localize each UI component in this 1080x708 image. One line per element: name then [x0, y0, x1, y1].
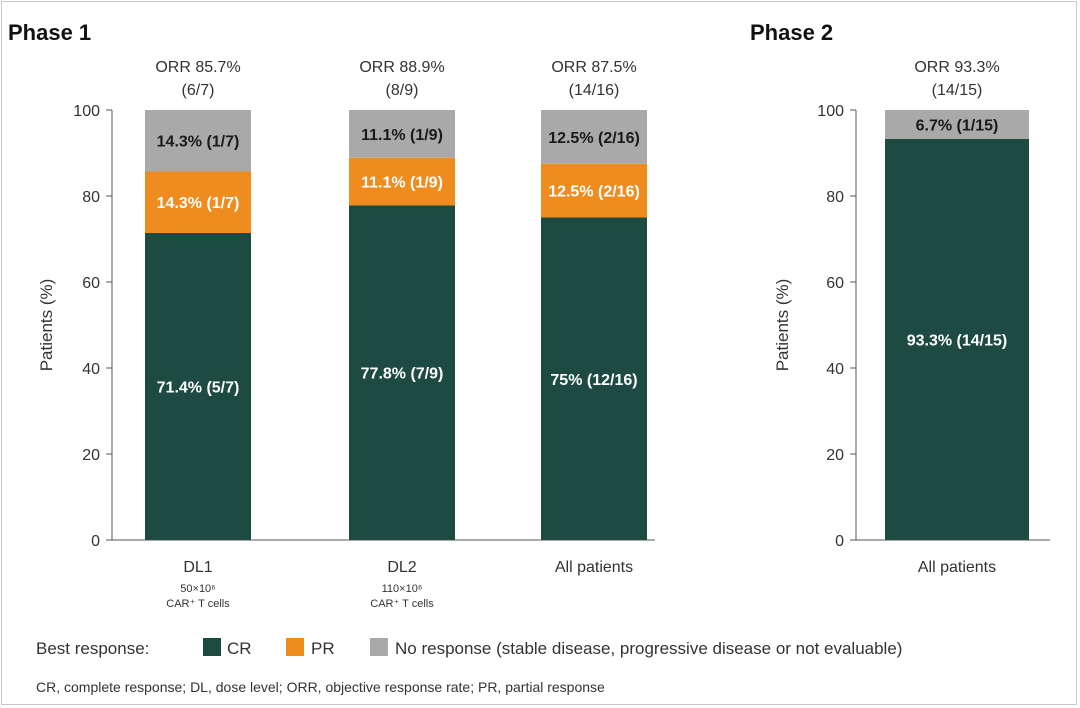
orr-count-label: (6/7) — [182, 82, 215, 99]
segment-data-label: 14.3% (1/7) — [157, 195, 240, 212]
y-tick-label: 20 — [82, 447, 100, 464]
y-tick-label: 40 — [826, 361, 844, 378]
x-category-label: DL1 — [183, 559, 212, 576]
legend-swatch-no-response — [370, 638, 388, 656]
bar-segment-pr — [349, 157, 455, 206]
bar-segment-pr — [541, 163, 647, 218]
x-category-sublabel: CAR⁺ T cells — [370, 598, 434, 610]
bar-segment-cr — [541, 217, 647, 540]
segment-data-label: 11.1% (1/9) — [361, 175, 443, 192]
y-tick-label: 0 — [91, 533, 100, 550]
y-tick-label: 60 — [826, 275, 844, 292]
phase-1-panel: Phase 1 0 20 40 60 80 100 Patients (%) 71.4% (5/… — [8, 20, 655, 610]
segment-data-label: 14.3% (1/7) — [157, 134, 240, 151]
x-category-sublabel: CAR⁺ T cells — [166, 598, 230, 610]
y-tick-label: 40 — [82, 361, 100, 378]
legend-title: Best response: — [36, 639, 149, 658]
phase-2-panel: Phase 2 0 20 40 60 80 100 Patients (%) 93.3% (14… — [750, 20, 1050, 576]
orr-count-label: (14/15) — [932, 82, 983, 99]
legend-label-no-response: No response (stable disease, progressive… — [395, 639, 902, 658]
footnote: CR, complete response; DL, dose level; O… — [36, 679, 605, 695]
segment-data-label: 12.5% (2/16) — [548, 184, 640, 201]
x-category-label: All patients — [555, 559, 633, 576]
segment-data-label: 77.8% (7/9) — [361, 366, 444, 383]
bar-segment-cr — [349, 205, 455, 540]
y-tick-label: 0 — [835, 533, 844, 550]
bar-segment-cr — [145, 232, 251, 541]
segment-data-label: 6.7% (1/15) — [916, 117, 999, 134]
bar-segment-no-response — [541, 110, 647, 164]
orr-count-label: (14/16) — [569, 82, 620, 99]
y-axis-label: Patients (%) — [37, 279, 56, 372]
bar-segment-pr — [145, 171, 251, 233]
legend-swatch-pr — [286, 638, 304, 656]
x-category-sublabel: 110×10⁶ — [382, 583, 423, 595]
bar-segment-cr — [885, 138, 1029, 540]
x-category-label: DL2 — [387, 559, 416, 576]
bar-segment-no-response — [349, 110, 455, 158]
orr-count-label: (8/9) — [386, 82, 419, 99]
panel-title: Phase 2 — [750, 20, 833, 45]
y-tick-label: 20 — [826, 447, 844, 464]
legend-label-cr: CR — [227, 639, 252, 658]
y-tick-label: 80 — [826, 189, 844, 206]
segment-data-label: 75% (12/16) — [550, 372, 637, 389]
y-tick-label: 100 — [817, 103, 844, 120]
legend: Best response: CR PR No response (stable… — [36, 638, 902, 658]
panel-title: Phase 1 — [8, 20, 91, 45]
orr-label: ORR 87.5% — [551, 59, 636, 76]
bar-segment-no-response — [145, 110, 251, 172]
x-category-label: All patients — [918, 559, 996, 576]
y-tick-label: 60 — [82, 275, 100, 292]
bar-segment-no-response — [885, 110, 1029, 139]
segment-data-label: 71.4% (5/7) — [157, 379, 240, 396]
y-tick-label: 80 — [82, 189, 100, 206]
y-tick-label: 100 — [73, 103, 100, 120]
orr-label: ORR 88.9% — [359, 59, 444, 76]
orr-label: ORR 85.7% — [155, 59, 240, 76]
segment-data-label: 12.5% (2/16) — [548, 130, 640, 147]
segment-data-label: 93.3% (14/15) — [907, 332, 1008, 349]
legend-label-pr: PR — [311, 639, 335, 658]
orr-label: ORR 93.3% — [914, 59, 999, 76]
segment-data-label: 11.1% (1/9) — [361, 127, 443, 144]
legend-swatch-cr — [203, 638, 221, 656]
x-category-sublabel: 50×10⁶ — [180, 583, 215, 595]
y-axis-label: Patients (%) — [773, 279, 792, 372]
